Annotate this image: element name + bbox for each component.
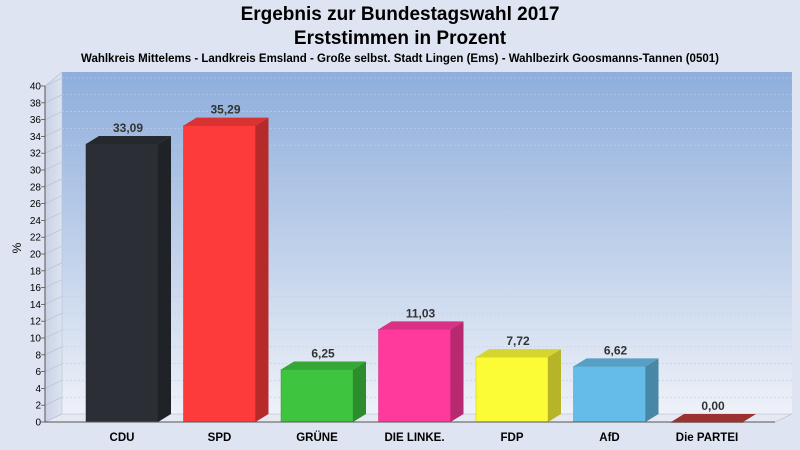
y-tick-label: 12	[30, 317, 42, 328]
gridline-side	[44, 178, 63, 188]
chart-title: Ergebnis zur Bundestagswahl 2017	[240, 4, 560, 25]
bar-side	[353, 361, 366, 422]
bar-top	[281, 361, 366, 370]
bar-side	[548, 349, 561, 422]
bar-spd: 35,29	[183, 103, 269, 423]
bar-top	[86, 136, 171, 145]
bars: 33,09 35,29 6,25 11,03 7,72 6,62 0,00	[85, 103, 756, 423]
bar-value-label: 11,03	[406, 306, 436, 320]
bar-front	[378, 329, 451, 423]
bar-top	[476, 349, 561, 358]
bar-front	[280, 369, 354, 423]
bar-side	[450, 321, 464, 422]
x-tick-label: SPD	[208, 432, 232, 444]
bar-front	[573, 366, 646, 423]
bar-value-label: 35,29	[210, 103, 240, 117]
gridline-side	[44, 380, 63, 389]
bar-grüne: 6,25	[280, 347, 366, 423]
gridline-side	[44, 346, 63, 356]
y-tick-label: 28	[30, 182, 42, 193]
bar-side	[255, 117, 269, 423]
y-tick-label: 22	[30, 233, 42, 244]
bar-value-label: 6,62	[604, 343, 628, 357]
y-tick-label: 40	[30, 82, 42, 93]
bar-front	[85, 143, 159, 423]
chart-title-2: Erststimmen in Prozent	[293, 28, 507, 49]
gridline-side	[44, 144, 63, 154]
y-axis-label: %	[10, 242, 24, 253]
y-tick-label: 2	[35, 401, 41, 412]
x-axis: CDU SPD GRÜNE DIE LINKE. FDP AfD Die PARTEI	[45, 421, 775, 444]
bar-value-label: 0,00	[701, 399, 725, 413]
bar-top	[183, 117, 269, 126]
x-tick-label: GRÜNE	[296, 431, 338, 444]
x-tick-label: AfD	[599, 432, 619, 444]
bar-top	[573, 358, 659, 367]
y-tick-label: 8	[35, 350, 41, 361]
x-tick-label: FDP	[501, 432, 524, 444]
gridline-side	[44, 77, 63, 87]
y-tick-label: 36	[30, 115, 42, 126]
y-tick-label: 24	[30, 216, 42, 227]
y-tick-label: 20	[30, 250, 42, 261]
y-tick-label: 16	[30, 283, 42, 294]
bar-side	[645, 358, 659, 422]
y-tick-label: 32	[30, 149, 42, 160]
gridline-side	[44, 296, 63, 305]
x-tick-label: DIE LINKE.	[384, 432, 444, 444]
y-tick-label: 34	[30, 132, 42, 143]
bar-front	[475, 356, 549, 423]
gridline-side	[44, 245, 63, 255]
y-tick-label: 6	[35, 367, 41, 378]
bar-value-label: 6,25	[311, 347, 335, 361]
x-tick-label: CDU	[110, 432, 135, 444]
gridline-side	[44, 262, 63, 272]
gridline-side	[44, 363, 63, 372]
y-tick-label: 26	[30, 199, 42, 210]
bar-cdu: 33,09	[85, 121, 171, 423]
bar-die-linke-: 11,03	[378, 306, 464, 423]
bar-top	[671, 414, 756, 422]
bar-value-label: 7,72	[506, 334, 530, 348]
y-tick-label: 14	[30, 300, 42, 311]
bar-fdp: 7,72	[475, 334, 561, 423]
y-tick-label: 18	[30, 266, 42, 277]
y-tick-label: 4	[35, 384, 41, 395]
gridline-side	[44, 279, 63, 288]
bar-top	[378, 321, 464, 330]
gridline-side	[44, 396, 63, 406]
y-tick-label: 10	[30, 334, 42, 345]
bar-front	[183, 125, 256, 423]
gridline-side	[44, 228, 63, 238]
y-tick-label: 0	[35, 418, 41, 429]
gridline-side	[44, 195, 63, 204]
bar-side	[158, 136, 171, 422]
gridline-side	[44, 329, 63, 339]
y-tick-label: 38	[30, 98, 42, 109]
gridline-side	[44, 161, 63, 171]
bar-value-label: 33,09	[113, 121, 143, 135]
x-tick-label: Die PARTEI	[676, 432, 738, 444]
bar-afd: 6,62	[573, 343, 659, 423]
gridline-side	[44, 128, 63, 137]
gridline-side	[44, 312, 63, 322]
chart-subtitle: Wahlkreis Mittelems - Landkreis Emsland …	[81, 53, 719, 65]
gridline-side	[44, 212, 63, 221]
gridline-side	[44, 94, 63, 104]
gridline-side	[44, 111, 63, 120]
gridline-side	[44, 413, 63, 423]
y-tick-label: 30	[30, 166, 42, 177]
